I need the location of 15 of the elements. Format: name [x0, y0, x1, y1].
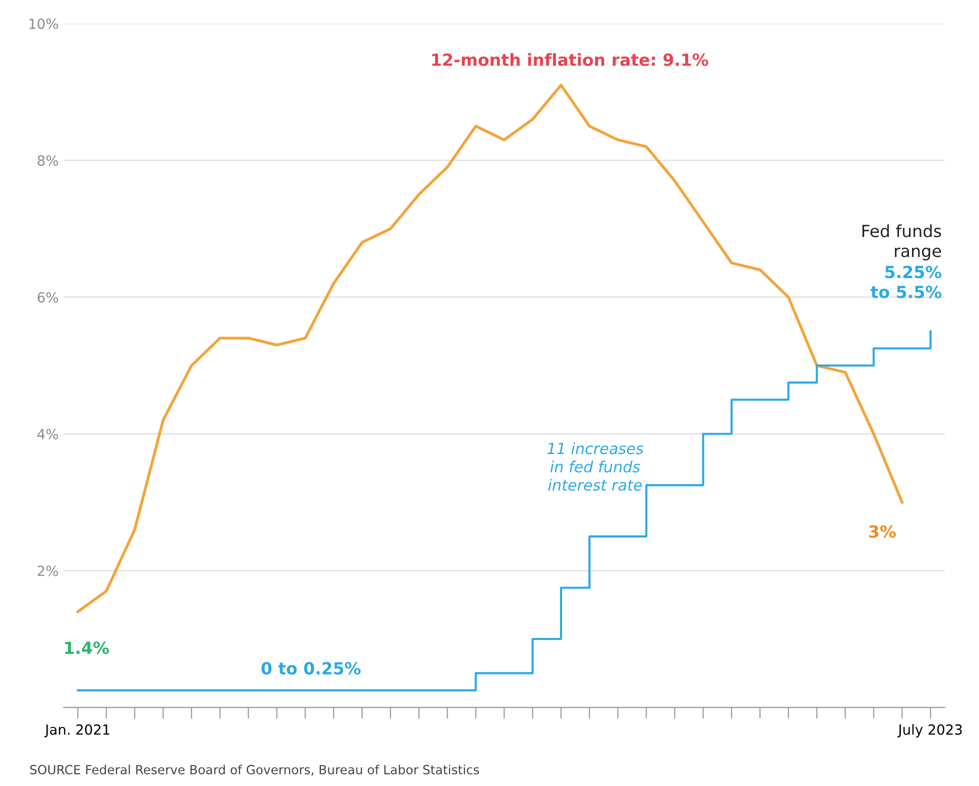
annotation: 1.4% [65, 642, 109, 654]
annotation: 3% [869, 525, 896, 538]
y-tick-label: 6% [38, 292, 58, 303]
x-tick-label: July 2023 [897, 724, 962, 738]
annotation: 12-month inflation rate: 9.1% [432, 53, 708, 66]
annotation: Fed funds range [862, 224, 942, 260]
y-tick-label: 8% [38, 155, 58, 166]
annotation: 5.25% to 5.5% [870, 266, 942, 298]
annotation: 11 increases in fed funds interest rate [547, 442, 644, 491]
y-tick-label: 10% [29, 18, 58, 30]
y-tick-label: 4% [37, 428, 58, 440]
x-tick-label: Jan. 2021 [44, 724, 110, 738]
annotation: 0 to 0.25% [261, 662, 361, 675]
source-note: SOURCE Federal Reserve Board of Governors, Bureau of Labor Statistics [30, 764, 479, 776]
y-tick-label: 2% [38, 566, 58, 576]
